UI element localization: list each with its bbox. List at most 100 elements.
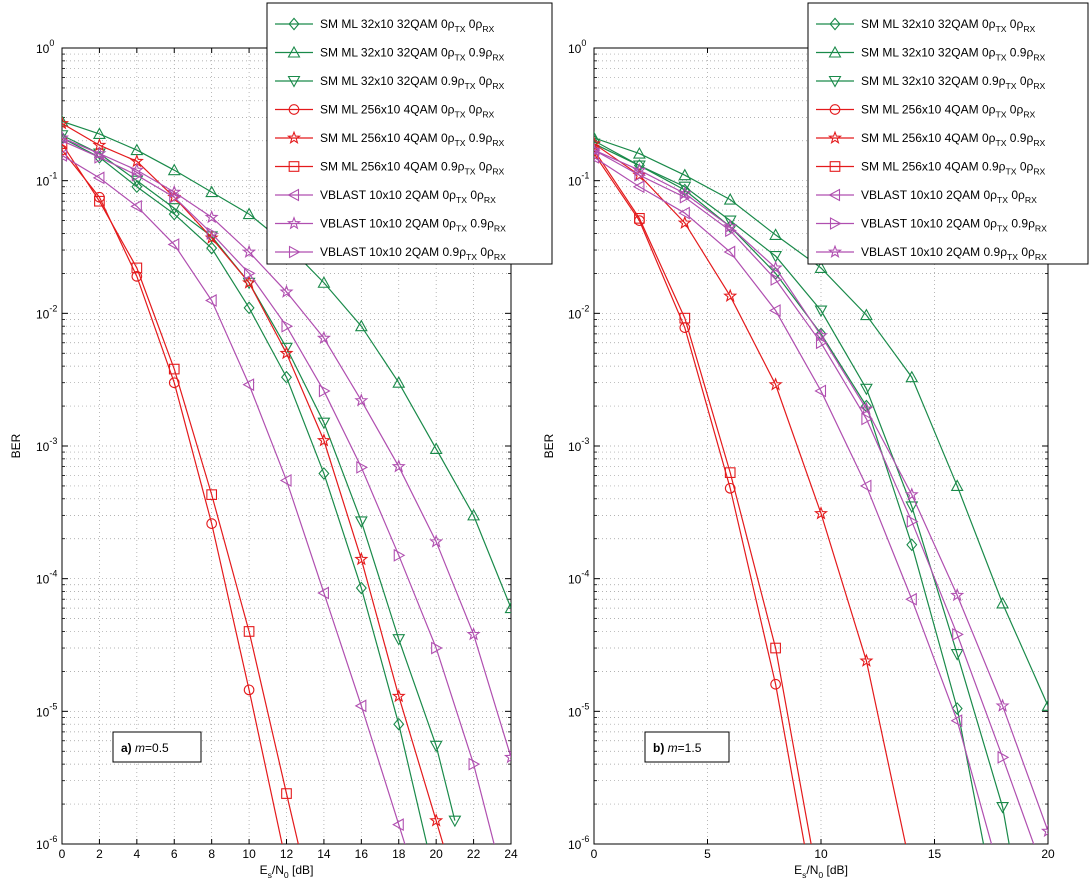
data-point	[724, 467, 736, 478]
y-tick-label: 10-6	[36, 834, 57, 852]
data-point	[768, 260, 783, 274]
data-point	[429, 740, 443, 753]
x-axis-label: Es/N0 [dB]	[260, 863, 314, 880]
data-point	[356, 460, 368, 474]
series-group	[62, 114, 511, 844]
data-point	[279, 345, 294, 360]
x-tick-label: 24	[504, 847, 518, 861]
data-point	[677, 215, 692, 229]
data-point	[594, 150, 600, 164]
data-point	[131, 271, 143, 282]
y-tick-label: 10-3	[568, 436, 589, 454]
legend-label: SM ML 256x10 4QAM 0ρTX 0.9ρRX	[861, 131, 1046, 148]
legend-label: SM ML 32x10 32QAM 0.9ρTX 0ρRX	[320, 74, 505, 91]
data-point	[62, 116, 70, 130]
legend-marker	[288, 104, 300, 115]
legend-marker	[827, 130, 843, 144]
data-point	[92, 171, 105, 185]
data-point	[317, 417, 331, 430]
legend-label: VBLAST 10x10 2QAM 0ρTX 0.9ρRX	[861, 217, 1047, 234]
data-point	[723, 192, 737, 205]
data-point	[466, 627, 481, 641]
y-tick-label: 10-2	[36, 303, 57, 321]
data-point	[723, 215, 737, 228]
data-point	[996, 801, 1010, 814]
data-point	[279, 284, 294, 298]
legend-marker	[829, 161, 841, 172]
data-point	[429, 813, 444, 827]
series-line	[62, 149, 283, 844]
x-tick-label: 14	[317, 847, 331, 861]
data-point	[130, 199, 142, 213]
data-point	[167, 238, 180, 251]
data-point	[906, 538, 918, 552]
series-line	[594, 137, 1048, 707]
data-point	[354, 551, 369, 566]
data-point	[392, 818, 404, 832]
data-point	[243, 626, 255, 637]
plot-panel-b: 0 5 10 15 20 10-6 10-5 10-4 10-3 10-2 10-1 100 BER Es…	[542, 2, 1089, 880]
legend-label: SM ML 32x10 32QAM 0ρTX 0ρRX	[320, 17, 495, 34]
data-point	[769, 228, 783, 240]
data-point	[317, 586, 329, 600]
data-point	[392, 634, 406, 646]
data-point	[632, 146, 646, 159]
data-point	[280, 370, 293, 384]
x-tick-label: 20	[1041, 847, 1055, 861]
data-point	[723, 219, 738, 233]
series-line	[62, 154, 406, 844]
data-point	[859, 401, 874, 416]
data-point	[242, 244, 257, 258]
data-point	[770, 678, 781, 690]
series-group	[594, 131, 1048, 844]
data-point	[814, 384, 827, 398]
panel-annotation-box	[644, 731, 730, 763]
series-line	[594, 140, 985, 844]
data-point	[393, 548, 406, 562]
series-line	[594, 149, 1048, 832]
y-tick-label: 10-2	[568, 303, 589, 321]
series-line	[594, 156, 993, 844]
data-point	[950, 479, 964, 491]
panel-annotation-box	[112, 731, 202, 763]
data-point	[723, 288, 738, 303]
data-point	[905, 592, 917, 606]
data-point	[813, 506, 829, 520]
x-tick-label: 10	[814, 847, 828, 861]
data-point	[279, 474, 292, 487]
data-point	[204, 209, 219, 224]
y-tick-label: 10-1	[36, 171, 57, 189]
legend-marker	[287, 188, 300, 202]
data-point	[859, 479, 872, 493]
data-point	[429, 534, 444, 548]
data-point	[316, 330, 331, 345]
data-point	[632, 162, 647, 177]
series-line	[62, 137, 511, 758]
legend-marker	[288, 17, 300, 31]
data-point	[354, 319, 368, 332]
legend-marker	[829, 104, 841, 115]
legend-label: SM ML 256x10 4QAM 0ρTX 0.9ρRX	[320, 131, 505, 148]
data-point	[905, 501, 919, 514]
legend-label: SM ML 32x10 32QAM 0ρTX 0ρRX	[861, 17, 1036, 34]
x-tick-label: 2	[96, 847, 103, 861]
series-line	[62, 143, 299, 844]
y-tick-label: 10-4	[36, 569, 57, 587]
data-point	[1040, 823, 1048, 838]
data-point	[859, 308, 873, 321]
legend-marker	[288, 161, 300, 172]
data-point	[677, 186, 692, 200]
series-line	[62, 140, 495, 844]
y-tick-label: 10-3	[36, 436, 57, 454]
data-point	[206, 518, 218, 529]
data-point	[354, 516, 368, 529]
data-point	[770, 273, 783, 286]
data-point	[678, 168, 692, 181]
series-line	[594, 143, 907, 844]
data-point	[724, 482, 736, 494]
data-point	[168, 377, 180, 389]
series-line	[62, 122, 444, 844]
data-point	[94, 150, 107, 164]
y-tick-label: 10-5	[568, 701, 589, 719]
x-tick-label: 18	[392, 847, 406, 861]
